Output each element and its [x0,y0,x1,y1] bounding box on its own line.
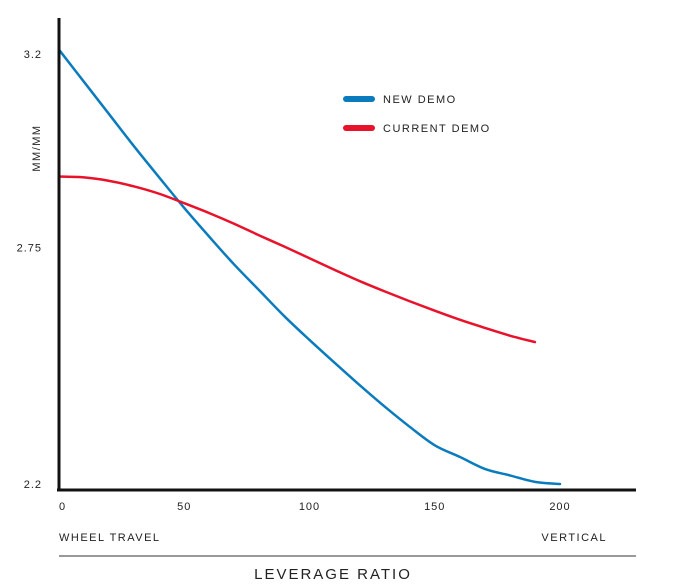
series-line-new-demo [57,48,562,486]
x-tick-label: 50 [177,501,191,513]
x-tick-label: 200 [549,501,570,513]
y-axis-ticks: 2.2 2.75 3.2 [17,49,42,491]
series-layer [57,48,562,486]
y-tick-label: 2.2 [24,479,42,491]
legend: NEW DEMO CURRENT DEMO [343,94,491,135]
y-tick-label: 3.2 [24,49,42,61]
x-tick-label: 0 [59,501,66,513]
x-axis-label-right: VERTICAL [541,532,607,544]
y-axis-label: MM/MM [31,124,43,171]
x-axis-label-left: WHEEL TRAVEL [59,532,161,544]
legend-swatch-current-demo [343,125,375,131]
chart-title: LEVERAGE RATIO [254,566,412,583]
legend-swatch-new-demo [343,96,375,102]
x-tick-label: 150 [424,501,445,513]
x-tick-label: 100 [299,501,320,513]
x-axis-ticks: 0 50 100 150 200 [59,501,570,513]
y-tick-label: 2.75 [17,243,42,255]
series-line-current-demo [57,175,537,344]
legend-label-new-demo: NEW DEMO [383,94,457,106]
legend-label-current-demo: CURRENT DEMO [383,123,491,135]
